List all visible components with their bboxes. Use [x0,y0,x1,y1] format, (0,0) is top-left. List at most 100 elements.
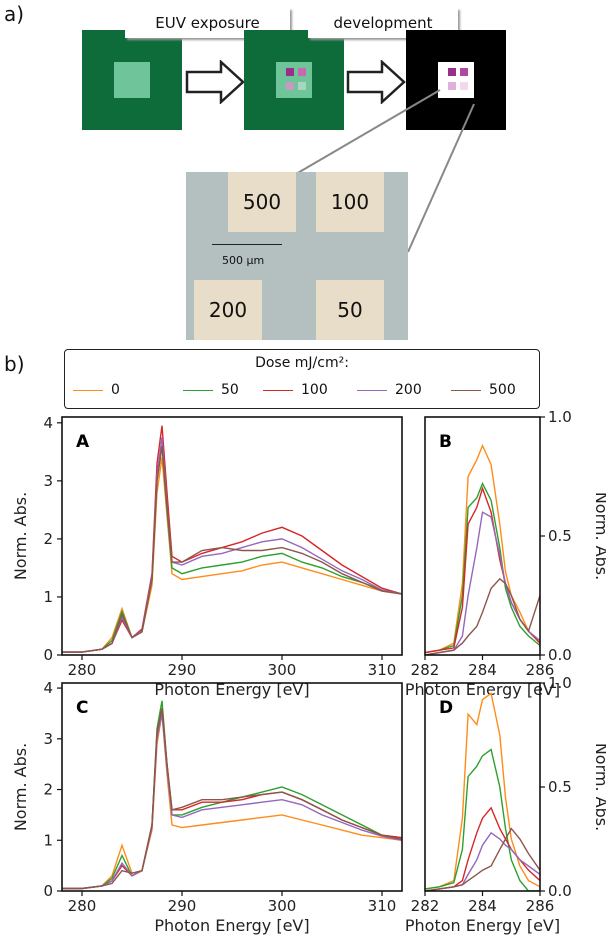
x-tick-label: 286 [526,897,555,915]
legend-item: 50 [183,382,239,398]
x-tick-label: 290 [168,661,197,679]
y-tick-label: 1 [43,831,53,849]
x-tick-label: 310 [368,897,397,915]
x-tick-label: 300 [268,661,297,679]
pad-label: 500 [242,190,282,214]
developed-square [406,30,506,130]
series-line-500 [425,827,540,891]
x-tick-label: 290 [168,897,197,915]
scale-bar [212,244,282,245]
chart-C: C 280 290 300 310 Photon Energy [eV] 0 1 2 3 4 Norm… [11,679,403,935]
series-line-200 [62,713,402,890]
legend-title: Dose mJ/cm²: [255,355,349,371]
plot-frame [61,416,403,656]
x-tick-label: 284 [468,661,497,679]
x-tick-label: 282 [411,897,440,915]
legend-item: 500 [451,382,516,398]
pad-100: 100 [316,172,384,232]
x-tick-label: 280 [68,897,97,915]
step-euv-exposure: EUV exposure [125,8,290,38]
pad-50: 50 [316,280,384,340]
y-tick-label: 0.5 [548,778,572,796]
arrow-right-icon [346,60,406,104]
scale-bar-label: 500 µm [222,254,265,267]
y-tick-label: 4 [43,679,53,697]
y-tick-label: 4 [43,414,53,432]
x-tick-label: 300 [268,897,297,915]
y-tick-label: 3 [43,730,53,748]
y-tick-label: 1.0 [548,408,572,426]
micrograph: 500 100 200 50 500 µm [186,172,408,340]
legend-label: 100 [301,382,328,398]
y-tick-label: 0.5 [548,527,572,545]
x-tick-label: 284 [468,897,497,915]
series-line-50 [425,481,540,654]
y-axis-label: Norm. Abs. [11,492,30,580]
panel-a-label: a) [4,2,25,26]
exposure-area [114,62,150,98]
series-line-0 [425,443,540,654]
y-axis-label: Norm. Abs. [592,743,606,831]
series-line-200 [425,511,540,655]
x-axis-label: Photon Energy [eV] [154,916,309,935]
pad-label: 50 [337,298,363,322]
series-line-50 [425,748,540,891]
y-tick-label: 1.0 [548,674,572,692]
y-tick-label: 0 [43,646,53,664]
series-line-200 [425,831,540,891]
pad-label: 100 [330,190,370,214]
series-line-500 [62,445,402,653]
series-line-0 [62,713,402,890]
panel-letter: A [76,432,90,452]
series-line-50 [62,700,402,890]
arrow-right-icon [185,60,245,104]
x-tick-label: 310 [368,661,397,679]
series-line-100 [62,425,402,653]
y-tick-label: 0 [43,882,53,900]
y-tick-label: 2 [43,781,53,799]
series-line-0 [425,692,540,890]
exposed-resist-square [244,30,344,130]
legend-label: 200 [395,382,422,398]
y-tick-label: 2 [43,530,53,548]
series-line-500 [425,577,540,655]
developed-area [438,62,474,98]
legend-item: 200 [357,382,422,398]
x-tick-label: 282 [411,661,440,679]
series-line-200 [62,437,402,653]
series-line-0 [62,457,402,653]
legend-item: 0 [73,382,120,398]
chart-A: A 280 290 300 310 Photon Energy [eV] 0 1 2 3 4 Norm… [11,414,403,699]
y-tick-label: 0.0 [548,646,572,664]
x-tick-label: 280 [68,661,97,679]
pad-label: 200 [208,298,248,322]
panel-letter: B [439,432,452,452]
plot-frame [61,682,403,892]
y-axis-label: Norm. Abs. [592,492,606,580]
series-line-500 [62,708,402,890]
panel-letter: D [439,698,453,718]
x-axis-label: Photon Energy [eV] [405,916,560,935]
panel-letter: C [76,698,88,718]
series-line-100 [425,806,540,891]
legend-label: 500 [489,382,516,398]
series-line-50 [62,445,402,653]
legend: Dose mJ/cm²: 0 50 100 200 500 [64,349,540,409]
exposed-area [276,62,312,98]
legend-label: 50 [221,382,239,398]
x-tick-label: 286 [526,661,555,679]
x-axis-label: Photon Energy [eV] [154,680,309,699]
x-axis-label: Photon Energy [eV] [405,680,560,699]
y-tick-label: 0.0 [548,882,572,900]
unexposed-resist-square [82,30,182,130]
y-tick-label: 3 [43,472,53,490]
pad-500: 500 [228,172,296,232]
y-tick-label: 1 [43,588,53,606]
legend-label: 0 [111,382,120,398]
pad-200: 200 [194,280,262,340]
legend-item: 100 [263,382,328,398]
